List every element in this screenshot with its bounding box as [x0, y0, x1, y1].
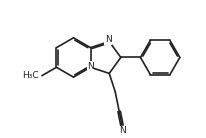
- Text: N: N: [87, 62, 94, 71]
- Text: H₃C: H₃C: [22, 71, 39, 80]
- Text: N: N: [119, 126, 126, 135]
- Text: N: N: [105, 35, 112, 44]
